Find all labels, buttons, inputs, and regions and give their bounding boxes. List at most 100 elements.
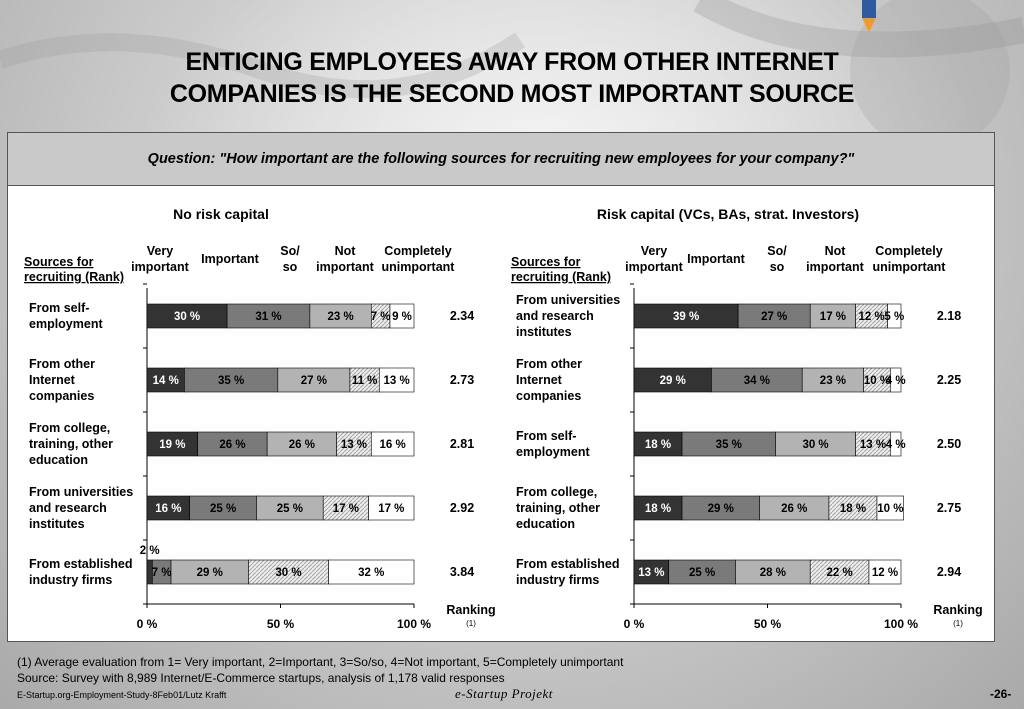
- bar-segment-not-important: [322, 495, 369, 521]
- category-label: and research: [29, 501, 107, 515]
- bar-segment-very-important: [146, 431, 199, 457]
- bar-segment-so-so: [801, 367, 864, 393]
- data-label: 18 %: [645, 503, 671, 515]
- data-label: 18 %: [645, 439, 671, 451]
- ranking-value: 2.92: [450, 501, 474, 515]
- data-label: 11 %: [352, 375, 378, 387]
- data-label: 18 %: [840, 503, 866, 515]
- bar-segment-important: [737, 303, 811, 329]
- category-label: industry firms: [29, 573, 112, 587]
- bar-segment-very-important: [146, 495, 191, 521]
- bar-segment-important: [184, 367, 279, 393]
- data-label: 30 %: [174, 311, 200, 323]
- data-label: 7 %: [152, 567, 172, 579]
- bar-segment-completely-unimportant: [370, 431, 415, 457]
- data-label: 26 %: [289, 439, 315, 451]
- legend-important: Important: [687, 252, 745, 266]
- data-label: 39 %: [673, 311, 699, 323]
- data-label: 10 %: [877, 503, 903, 515]
- legend-not-important: Not: [825, 244, 847, 258]
- bar-segment-very-important: [633, 367, 712, 393]
- bar-segment-completely-unimportant: [887, 303, 902, 329]
- bar-segment-not-important: [855, 431, 891, 457]
- legend-very-important: Very: [147, 244, 173, 258]
- data-label: 12 %: [859, 311, 885, 323]
- row-header-label: Sources for: [24, 255, 94, 269]
- legend-very-important: important: [131, 260, 189, 274]
- page-title: ENTICING EMPLOYEES AWAY FROM OTHER INTER…: [169, 48, 855, 108]
- bar-segment-completely-unimportant: [378, 367, 415, 393]
- bar-segment-so-so: [277, 367, 351, 393]
- data-label: 29 %: [708, 503, 734, 515]
- bar-segment-so-so: [256, 495, 324, 521]
- legend-not-important: Not: [335, 244, 357, 258]
- document-reference: E-Startup.org-Employment-Study-8Feb01/Lu…: [17, 690, 227, 700]
- data-label: 35 %: [716, 439, 742, 451]
- bar-row: From self-employment 30 % 31 % 23 % 7 % 9 % 2.…: [29, 301, 474, 331]
- ranking-label: Ranking: [446, 603, 495, 617]
- ranking-value: 2.18: [937, 309, 961, 323]
- ranking-value: 2.34: [450, 309, 474, 323]
- chart-risk-capital: Risk capital (VCs, BAs, strat. Investors…: [511, 206, 983, 631]
- category-label: and research: [516, 309, 594, 323]
- category-label: education: [516, 517, 575, 531]
- ranking-value: 2.25: [937, 373, 961, 387]
- bar-segment-important: [668, 559, 736, 585]
- category-label: From self-: [516, 429, 576, 443]
- x-tick-label: 0 %: [137, 617, 158, 631]
- category-label: institutes: [516, 325, 572, 339]
- data-label: 31 %: [255, 311, 281, 323]
- category-label: training, other: [516, 501, 600, 515]
- bar-segment-completely-unimportant: [389, 303, 415, 329]
- question-banner: Question: "How important are the followi…: [8, 133, 994, 186]
- ranking-value: 2.75: [937, 501, 961, 515]
- bar-segment-not-important: [809, 559, 870, 585]
- bar-segment-not-important: [828, 495, 878, 521]
- bar-segment-so-so: [170, 559, 249, 585]
- data-label: 4 %: [886, 375, 906, 387]
- ranking-value: 2.50: [937, 437, 961, 451]
- data-label: 5 %: [884, 311, 904, 323]
- data-label: 30 %: [802, 439, 828, 451]
- data-label: 28 %: [760, 567, 786, 579]
- legend-important: Important: [201, 252, 259, 266]
- data-label: 13 %: [384, 375, 410, 387]
- bar-row: From other Internet companies 29 % 34 % 23 % 1…: [516, 357, 961, 403]
- bar-row: From universities and research institutes 3…: [516, 293, 961, 339]
- category-label: companies: [29, 389, 94, 403]
- bar-segment-important: [189, 495, 257, 521]
- bar-segment-not-important: [863, 367, 891, 393]
- data-label: 16 %: [380, 439, 406, 451]
- ranking-label: Ranking: [933, 603, 982, 617]
- data-label: 12 %: [872, 567, 898, 579]
- data-label: 32 %: [358, 567, 384, 579]
- data-label: 30 %: [275, 567, 301, 579]
- x-tick-label: 0 %: [624, 617, 645, 631]
- data-label: 29 %: [660, 375, 686, 387]
- data-label: 22 %: [826, 567, 852, 579]
- bar-segment-so-so: [775, 431, 856, 457]
- x-tick-label: 100 %: [884, 617, 918, 631]
- data-label: 26 %: [781, 503, 807, 515]
- bar-segment-important: [681, 431, 776, 457]
- data-label: 10 %: [864, 375, 890, 387]
- bar-segment-completely-unimportant: [876, 495, 904, 521]
- ranking-value: 3.84: [450, 565, 474, 579]
- bar-row: From universities and research institutes 1…: [29, 485, 474, 531]
- bar-segment-completely-unimportant: [890, 367, 902, 393]
- ranking-footnote-mark: (1): [466, 619, 476, 628]
- legend-completely-unimportant: unimportant: [382, 260, 456, 274]
- data-label: 13 %: [860, 439, 886, 451]
- x-tick-label: 50 %: [754, 617, 782, 631]
- bar-segment-completely-unimportant: [368, 495, 415, 521]
- bar-segment-not-important: [336, 431, 372, 457]
- bar-segment-not-important: [248, 559, 329, 585]
- ranking-value: 2.81: [450, 437, 474, 451]
- category-label: From universities: [29, 485, 133, 499]
- data-label: 26 %: [219, 439, 245, 451]
- category-label: employment: [516, 445, 590, 459]
- ranking-value: 2.94: [937, 565, 961, 579]
- bar-segment-important: [711, 367, 803, 393]
